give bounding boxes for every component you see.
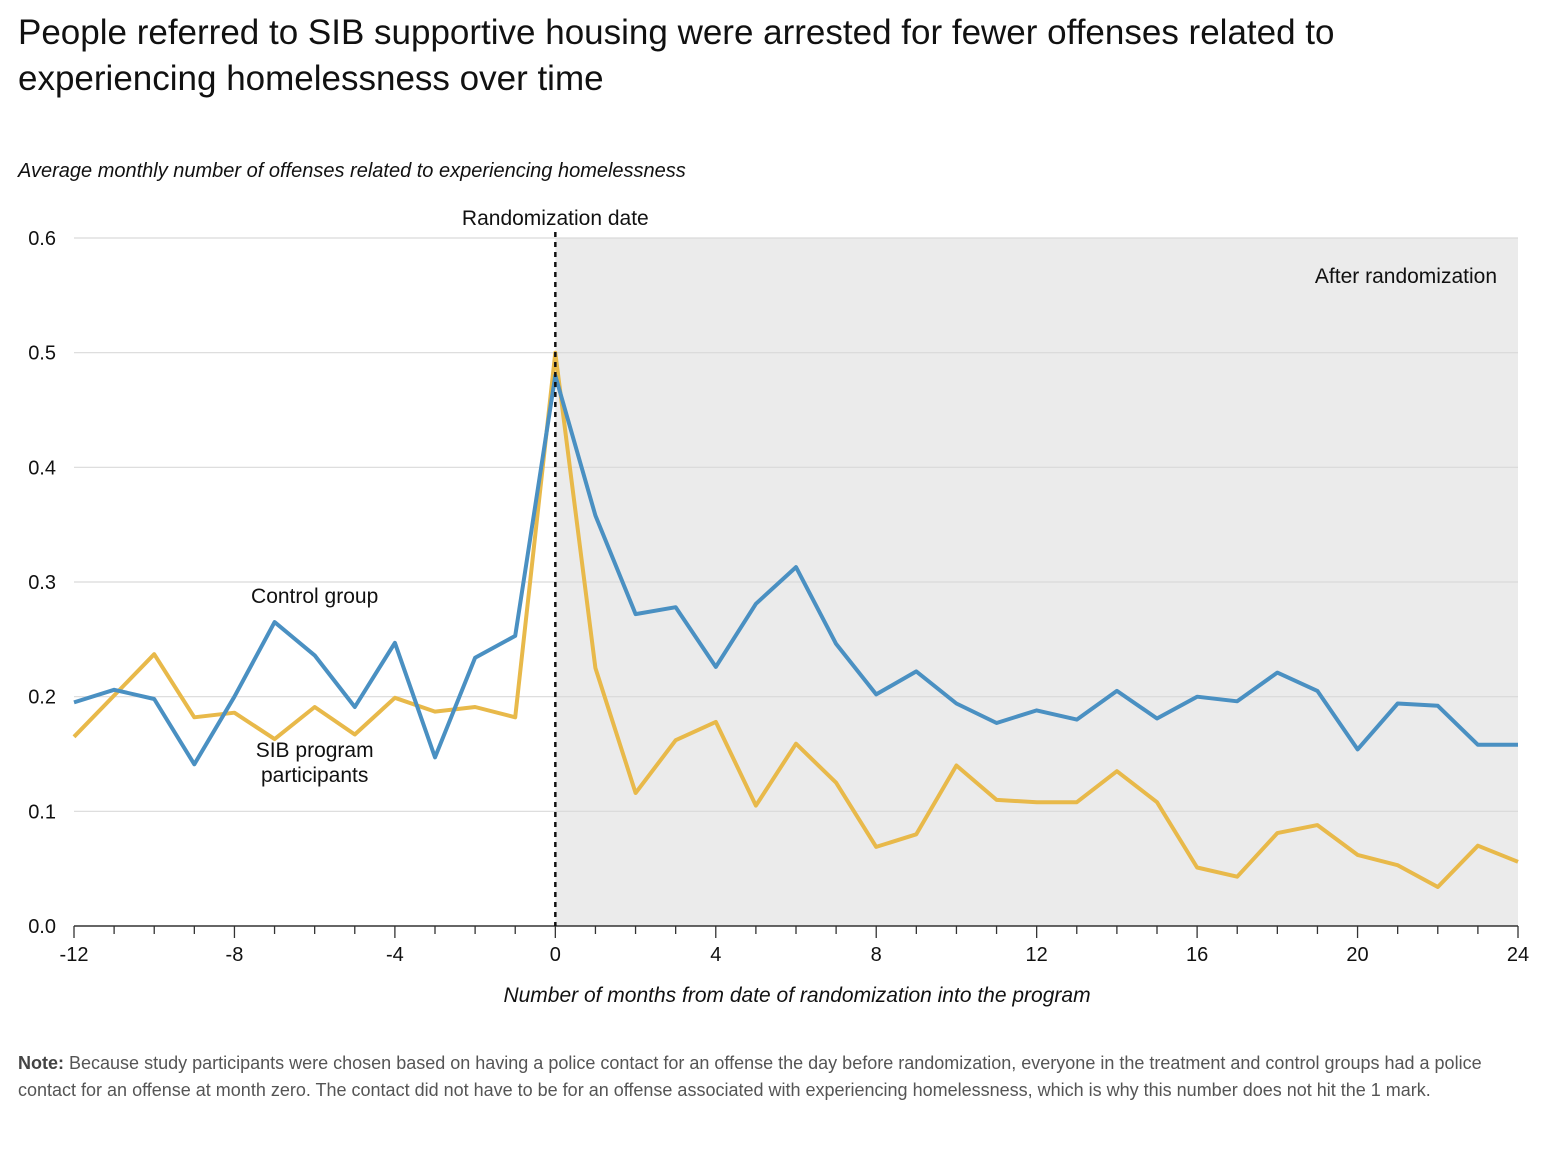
x-axis-label: Number of months from date of randomizat… [503,984,1090,1007]
control-group-line [73,373,1518,767]
chart-note: Note: Because study participants were ch… [18,1050,1538,1104]
sib-participants-label-line2: participants [261,764,368,787]
y-tick-label: 0.1 [28,801,56,823]
gridlines [74,237,1518,812]
x-tick-label: -8 [226,944,244,966]
x-tick-label: 16 [1186,944,1208,966]
series-lines [72,350,1519,889]
y-axis-ticks: 0.0 0.1 0.2 0.3 0.4 0.5 0.6 [28,228,56,938]
sib-participants-label-line1: SIB program [256,739,374,762]
sib-participants-line [72,350,1519,889]
chart-title: People referred to SIB supportive housin… [18,13,1335,98]
x-tick-label: -12 [60,944,89,966]
y-axis-label: Average monthly number of offenses relat… [18,160,686,182]
note-text: Because study participants were chosen b… [18,1053,1482,1100]
y-tick-label: 0.2 [28,687,56,709]
x-tick-label: 8 [871,944,882,966]
randomization-date-label: Randomization date [462,207,649,230]
y-tick-label: 0.5 [28,343,56,365]
x-tick-label: 24 [1507,944,1529,966]
x-tick-label: 4 [710,944,721,966]
control-group-label: Control group [251,585,378,608]
x-tick-label: 20 [1346,944,1368,966]
x-tick-label: -4 [386,944,404,966]
y-tick-label: 0.6 [28,228,56,250]
x-tick-label: 0 [550,944,561,966]
x-tick-label: 12 [1026,944,1048,966]
line-chart: 0.0 0.1 0.2 0.3 0.4 0.5 0.6 -12 -8 -4 0 4 8 12 16 20 24… [28,207,1529,1007]
y-tick-label: 0.0 [28,916,56,938]
y-tick-label: 0.3 [28,572,56,594]
note-label: Note: [18,1053,64,1073]
x-axis: -12 -8 -4 0 4 8 12 16 20 24 [60,925,1529,966]
y-tick-label: 0.4 [28,457,56,479]
after-randomization-label: After randomization [1315,265,1497,288]
